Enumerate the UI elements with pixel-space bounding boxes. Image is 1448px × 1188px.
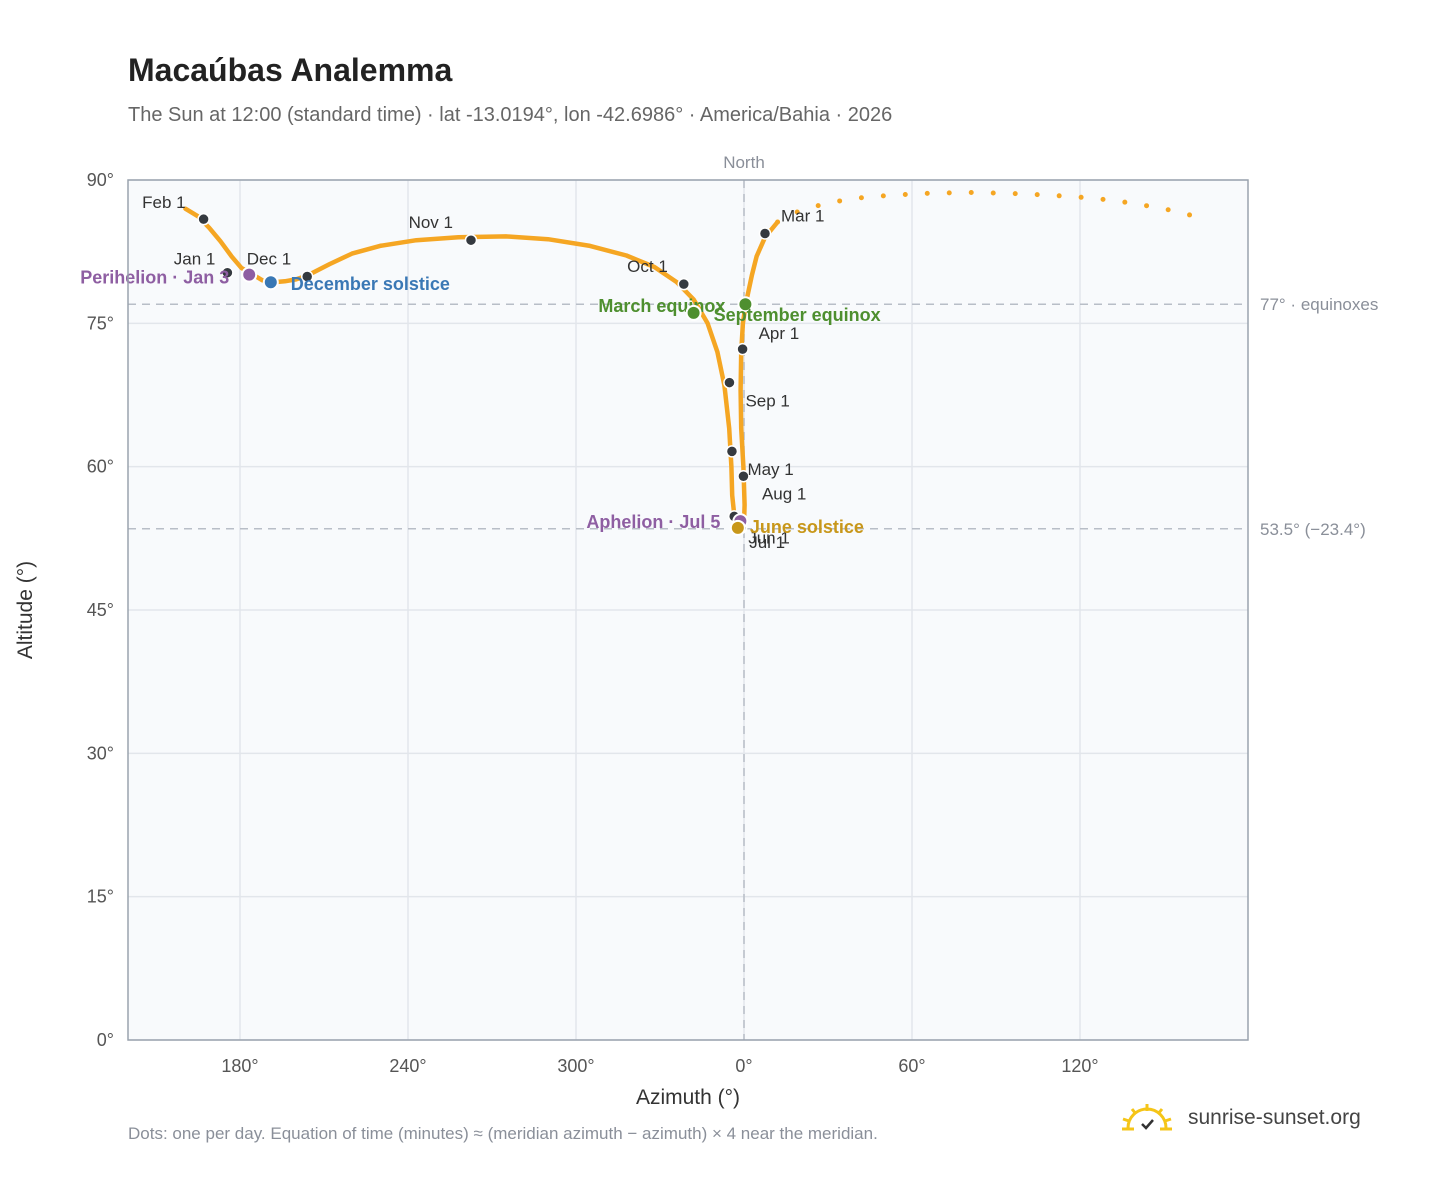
x-tick-label: 180° <box>221 1056 258 1076</box>
y-tick-label: 15° <box>87 887 114 907</box>
reference-lines: 77° · equinoxes 53.5° (−23.4°) <box>128 180 1378 1040</box>
event-label: Aphelion · Jul 5 <box>586 512 720 532</box>
y-tick-label: 75° <box>87 313 114 333</box>
event-label: June solstice <box>750 517 864 537</box>
month-label: May 1 <box>747 460 793 479</box>
ref-line-label: 53.5° (−23.4°) <box>1260 520 1366 539</box>
event-marker <box>241 266 258 283</box>
x-tick-label: 60° <box>898 1056 925 1076</box>
plot-frame <box>127 179 1249 1041</box>
event-label: March equinox <box>598 296 725 316</box>
footnote: Dots: one per day. Equation of time (min… <box>128 1124 878 1143</box>
y-tick-label: 30° <box>87 743 114 763</box>
event-markers: Perihelion · Jan 3 December solstice March… <box>80 266 881 537</box>
month-marker <box>725 445 739 458</box>
sun-logo-icon <box>1122 1104 1172 1131</box>
event-label: Perihelion · Jan 3 <box>80 268 229 288</box>
x-tick-label: 240° <box>389 1056 426 1076</box>
x-tick-label: 0° <box>735 1056 752 1076</box>
event-marker <box>737 296 754 313</box>
month-label: Oct 1 <box>627 257 668 276</box>
month-label: Feb 1 <box>142 193 185 212</box>
month-label: Jul 1 <box>749 533 785 552</box>
month-label: Dec 1 <box>247 250 291 269</box>
month-marker <box>737 469 750 483</box>
month-label: Jan 1 <box>174 250 216 269</box>
month-marker <box>723 376 736 389</box>
x-axis-title: Azimuth (°) <box>636 1086 740 1109</box>
month-label: Jun 1 <box>748 528 790 547</box>
y-tick-label: 90° <box>87 170 114 190</box>
month-label: Apr 1 <box>759 324 800 343</box>
x-tick-label: 300° <box>557 1056 594 1076</box>
y-tick-label: 0° <box>97 1030 114 1050</box>
month-label: Mar 1 <box>781 207 824 226</box>
month-marker <box>677 277 691 291</box>
ref-line-label: 77° · equinoxes <box>1260 295 1378 314</box>
axis-ticks: 180° 240° 300° 0° 60° 120° 0° 15° 30° 45° 60° 75° 90… <box>87 170 1099 1076</box>
north-label: North <box>723 153 765 172</box>
chart-title: Macaúbas Analemma <box>128 52 453 88</box>
event-marker <box>262 274 279 291</box>
month-label: Aug 1 <box>762 484 806 503</box>
month-label: Nov 1 <box>409 213 453 232</box>
event-label: September equinox <box>714 305 881 325</box>
month-marker <box>300 270 314 283</box>
x-tick-label: 120° <box>1061 1056 1098 1076</box>
brand-text: sunrise-sunset.org <box>1188 1106 1361 1129</box>
month-marker <box>758 227 772 240</box>
month-marker <box>221 266 234 279</box>
month-marker <box>464 233 478 247</box>
chart-subtitle: The Sun at 12:00 (standard time) · lat -… <box>128 104 893 126</box>
month-label: Sep 1 <box>745 392 789 411</box>
y-axis-title: Altitude (°) <box>14 561 37 659</box>
event-marker <box>729 519 746 536</box>
event-label: December solstice <box>291 274 450 294</box>
month-marker <box>197 212 210 226</box>
event-marker <box>685 304 702 321</box>
y-tick-label: 60° <box>87 457 114 477</box>
brand[interactable]: sunrise-sunset.org <box>1120 1102 1361 1134</box>
month-marker <box>736 342 749 356</box>
y-tick-label: 45° <box>87 600 114 620</box>
